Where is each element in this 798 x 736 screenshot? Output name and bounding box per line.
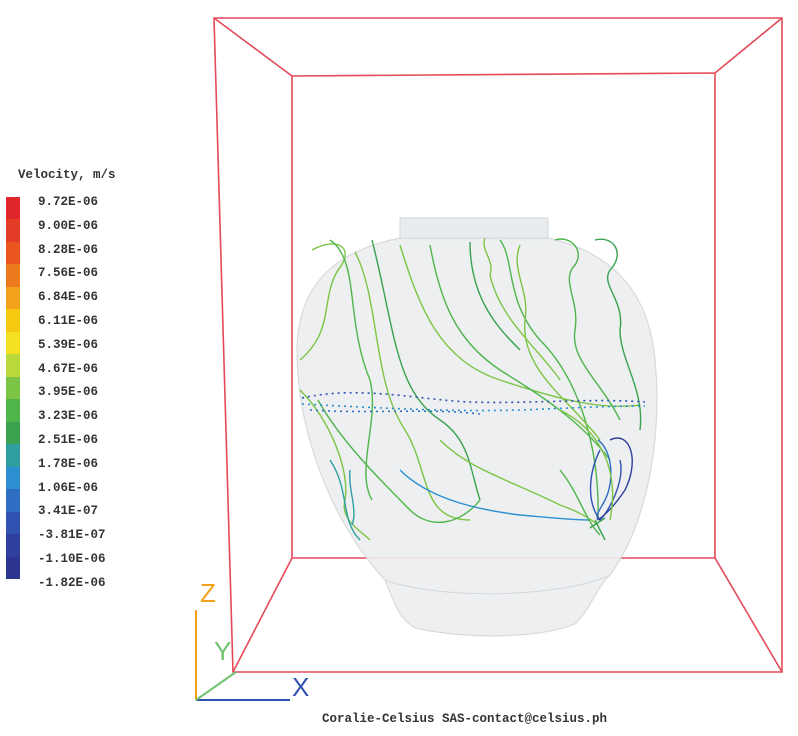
color-swatch <box>6 444 20 467</box>
legend-value: 6.11E-06 <box>38 313 99 328</box>
y-axis-label: Y <box>214 636 231 666</box>
x-axis-label: X <box>292 672 309 702</box>
legend-value: 6.84E-06 <box>38 290 99 305</box>
legend-value: 1.06E-06 <box>38 480 99 495</box>
axes-triad: Z Y X <box>195 578 309 702</box>
legend-value: 3.95E-06 <box>38 385 99 400</box>
vase <box>296 217 658 637</box>
color-swatch <box>6 286 20 310</box>
color-swatch <box>6 264 20 287</box>
credit-text: Coralie-Celsius SAS-contact@celsius.ph <box>322 712 608 726</box>
legend-value: 9.72E-06 <box>38 195 99 209</box>
color-swatch <box>6 466 20 490</box>
legend-value: 7.56E-06 <box>38 266 99 281</box>
color-swatch <box>6 376 20 400</box>
color-swatch <box>6 489 20 512</box>
legend-value: -1.10E-06 <box>38 551 106 566</box>
legend-value: 9.00E-06 <box>38 218 99 233</box>
z-axis-label: Z <box>200 578 216 608</box>
legend-title: Velocity, m/s <box>18 168 116 182</box>
legend-value: -3.81E-07 <box>38 528 106 543</box>
color-swatch <box>6 354 20 377</box>
color-swatch <box>6 534 20 557</box>
color-swatch <box>6 511 20 535</box>
color-swatch <box>6 421 20 445</box>
color-swatch <box>6 309 20 332</box>
legend-value: 1.78E-06 <box>38 456 99 471</box>
legend-value: 3.23E-06 <box>38 409 99 424</box>
color-swatch <box>6 556 20 579</box>
dotted-band <box>301 391 646 415</box>
streamlines <box>299 237 642 541</box>
color-scale-bar <box>6 197 20 579</box>
bounding-box <box>213 17 783 673</box>
legend-labels: 9.72E-06 9.00E-06 8.28E-06 7.56E-06 6.84E-06… <box>38 191 158 596</box>
legend-value: -1.82E-06 <box>38 575 106 590</box>
color-swatch <box>6 399 20 422</box>
color-swatch <box>6 241 20 265</box>
legend-value: 8.28E-06 <box>38 242 99 257</box>
legend-value: 2.51E-06 <box>38 432 99 447</box>
legend-value: 5.39E-06 <box>38 337 99 352</box>
legend-value: 3.41E-07 <box>38 504 99 519</box>
color-swatch <box>6 197 20 220</box>
legend-value: 4.67E-06 <box>38 361 99 376</box>
color-swatch <box>6 219 20 242</box>
color-swatch <box>6 331 20 355</box>
